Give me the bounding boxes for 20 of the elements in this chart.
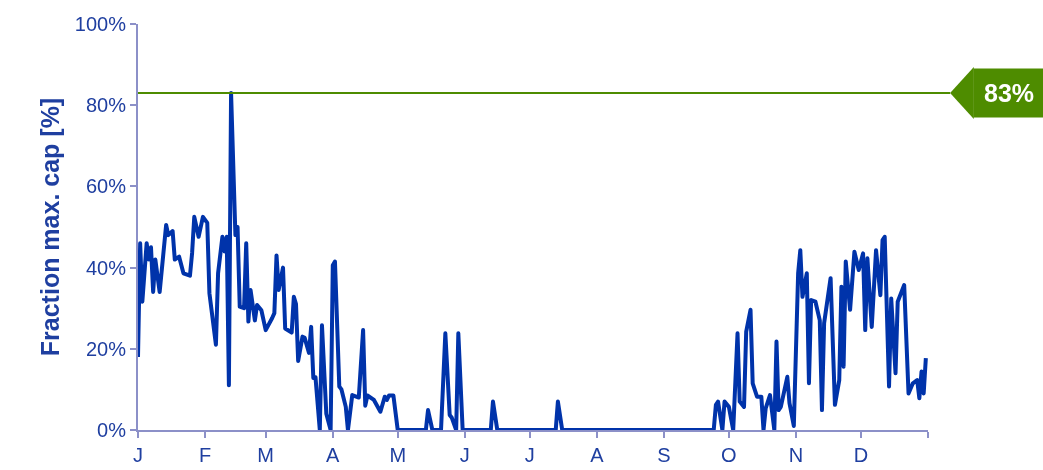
y-tick-label: 80% bbox=[85, 94, 127, 117]
x-tick-label: J bbox=[524, 444, 535, 466]
x-tick-label: J bbox=[459, 444, 470, 466]
ref-line-label: 83% bbox=[984, 79, 1035, 107]
y-tick-label: 40% bbox=[85, 256, 127, 279]
x-tick-label: M bbox=[257, 444, 275, 466]
y-tick-label: 20% bbox=[85, 337, 127, 360]
x-tick-label: A bbox=[326, 444, 341, 466]
x-tick-label: J bbox=[133, 444, 143, 466]
x-tick-label: N bbox=[788, 444, 804, 466]
y-axis-title: Fraction max. cap [%] bbox=[36, 97, 65, 357]
y-tick-label: 100% bbox=[74, 13, 127, 35]
x-tick-label: S bbox=[657, 444, 671, 466]
x-tick-label: A bbox=[590, 444, 605, 466]
x-tick-label: M bbox=[389, 444, 407, 466]
y-tick-label: 0% bbox=[97, 419, 127, 441]
x-tick-label: O bbox=[721, 444, 737, 466]
x-tick-label: D bbox=[853, 444, 869, 466]
x-tick-label: F bbox=[198, 444, 212, 466]
y-tick-label: 60% bbox=[85, 175, 127, 198]
